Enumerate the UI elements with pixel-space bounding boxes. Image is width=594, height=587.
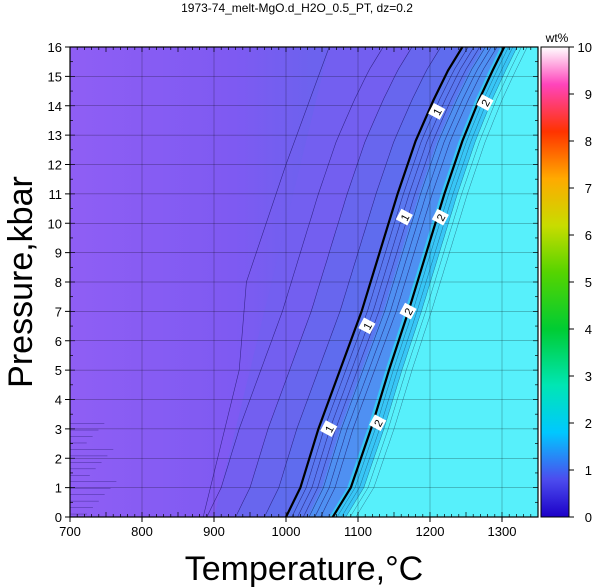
contour-band xyxy=(345,47,538,517)
y-tick-label: 16 xyxy=(48,40,62,55)
contour-label: 1 xyxy=(428,103,446,120)
colorbar-tick-label: 3 xyxy=(585,369,592,384)
y-tick-label: 12 xyxy=(48,158,62,173)
contour-line-thin xyxy=(320,47,498,517)
contour-line-thin xyxy=(314,47,492,517)
x-tick-label: 900 xyxy=(203,524,225,539)
y-tick-label: 5 xyxy=(55,363,62,378)
y-tick-label: 7 xyxy=(55,304,62,319)
x-tick-label: 1300 xyxy=(488,524,517,539)
contour-label: 2 xyxy=(476,94,494,111)
chart-title: 1973-74_melt-MgO.d_H2O_0.5_PT, dz=0.2 xyxy=(181,1,413,15)
contour-label: 2 xyxy=(369,414,387,432)
y-tick-label: 14 xyxy=(48,99,62,114)
thin-contours xyxy=(70,47,528,517)
contour-line-thin xyxy=(291,47,469,517)
contour-label: 1 xyxy=(395,208,413,226)
colorbar-tick-label: 2 xyxy=(585,416,592,431)
colorbar-tick-label: 9 xyxy=(585,87,592,102)
y-tick-label: 0 xyxy=(55,510,62,525)
contour-line-thin xyxy=(336,47,509,517)
contour-label: 1 xyxy=(358,317,376,335)
contour-line-2 xyxy=(331,47,506,517)
contour-line-1 xyxy=(285,47,464,517)
contour-label-text: 2 xyxy=(435,212,448,223)
y-tick-label: 13 xyxy=(48,128,62,143)
contour-line-thin xyxy=(308,47,486,517)
contour-label-text: 1 xyxy=(431,107,444,118)
contour-label-text: 1 xyxy=(399,212,412,223)
colorbar-label: wt% xyxy=(545,31,569,45)
contour-line-thin xyxy=(202,47,330,517)
x-tick-label: 1200 xyxy=(416,524,445,539)
contour-label-text: 2 xyxy=(403,306,416,317)
grid-lines xyxy=(70,47,538,517)
colorbar-tick-label: 1 xyxy=(585,463,592,478)
colorbar: wt% 0 1 2 3 4 5 6 7 8 9 10 xyxy=(540,31,592,525)
main-contours xyxy=(285,47,506,517)
contour-line-thin xyxy=(235,47,413,517)
contour-bands xyxy=(214,47,538,517)
x-axis-label: Temperature,°C xyxy=(185,550,423,587)
contour-label-text: 1 xyxy=(362,321,375,332)
y-tick-label: 2 xyxy=(55,451,62,466)
contour-label: 2 xyxy=(431,208,449,226)
contour-line-thin xyxy=(264,47,442,517)
contour-line-thin xyxy=(349,47,522,517)
contour-label-text: 2 xyxy=(480,98,493,109)
contour-line-thin xyxy=(355,47,528,517)
colorbar-tick-label: 0 xyxy=(585,510,592,525)
y-axis-label: Pressure,kbar xyxy=(2,176,40,388)
colorbar-ramp xyxy=(540,46,570,518)
colorbar-tick-label: 10 xyxy=(578,40,592,55)
contour-label: 2 xyxy=(399,302,417,320)
y-tick-label: 8 xyxy=(55,275,62,290)
y-tick-label: 9 xyxy=(55,246,62,261)
x-tick-label: 1000 xyxy=(272,524,301,539)
x-tick-label: 700 xyxy=(59,524,81,539)
y-tick-label: 4 xyxy=(55,393,62,408)
colorbar-ticks: 0 1 2 3 4 5 6 7 8 9 10 xyxy=(569,40,592,525)
minor-ticks xyxy=(69,46,539,518)
y-tick-label: 15 xyxy=(48,69,62,84)
contour-label-text: 2 xyxy=(372,418,385,429)
contour-line-thin xyxy=(206,47,384,517)
contour-line-thin xyxy=(297,47,475,517)
contour-line-thin xyxy=(345,47,518,517)
y-tick-label: 3 xyxy=(55,422,62,437)
y-tick-label: 1 xyxy=(55,481,62,496)
y-tick-label: 11 xyxy=(49,187,63,202)
x-axis-ticks: 700 800 900 1000 1100 1200 1300 xyxy=(59,517,516,539)
y-tick-label: 10 xyxy=(48,216,62,231)
colorbar-tick-label: 7 xyxy=(585,181,592,196)
x-tick-label: 800 xyxy=(131,524,153,539)
colorbar-tick-label: 6 xyxy=(585,228,592,243)
y-tick-label: 6 xyxy=(55,334,62,349)
contour-line-thin xyxy=(341,47,514,517)
contour-line-thin xyxy=(303,47,480,517)
colorbar-tick-label: 8 xyxy=(585,134,592,149)
contour-label-text: 1 xyxy=(323,424,336,435)
contour-labels: 1 1 1 1 2 2 2 2 xyxy=(320,94,494,437)
contour-label: 1 xyxy=(320,420,338,437)
colorbar-tick-label: 5 xyxy=(585,275,592,290)
plot-area: 1 1 1 1 2 2 2 2 xyxy=(70,47,538,517)
colorbar-tick-label: 4 xyxy=(585,322,592,337)
x-tick-label: 1100 xyxy=(344,524,372,539)
